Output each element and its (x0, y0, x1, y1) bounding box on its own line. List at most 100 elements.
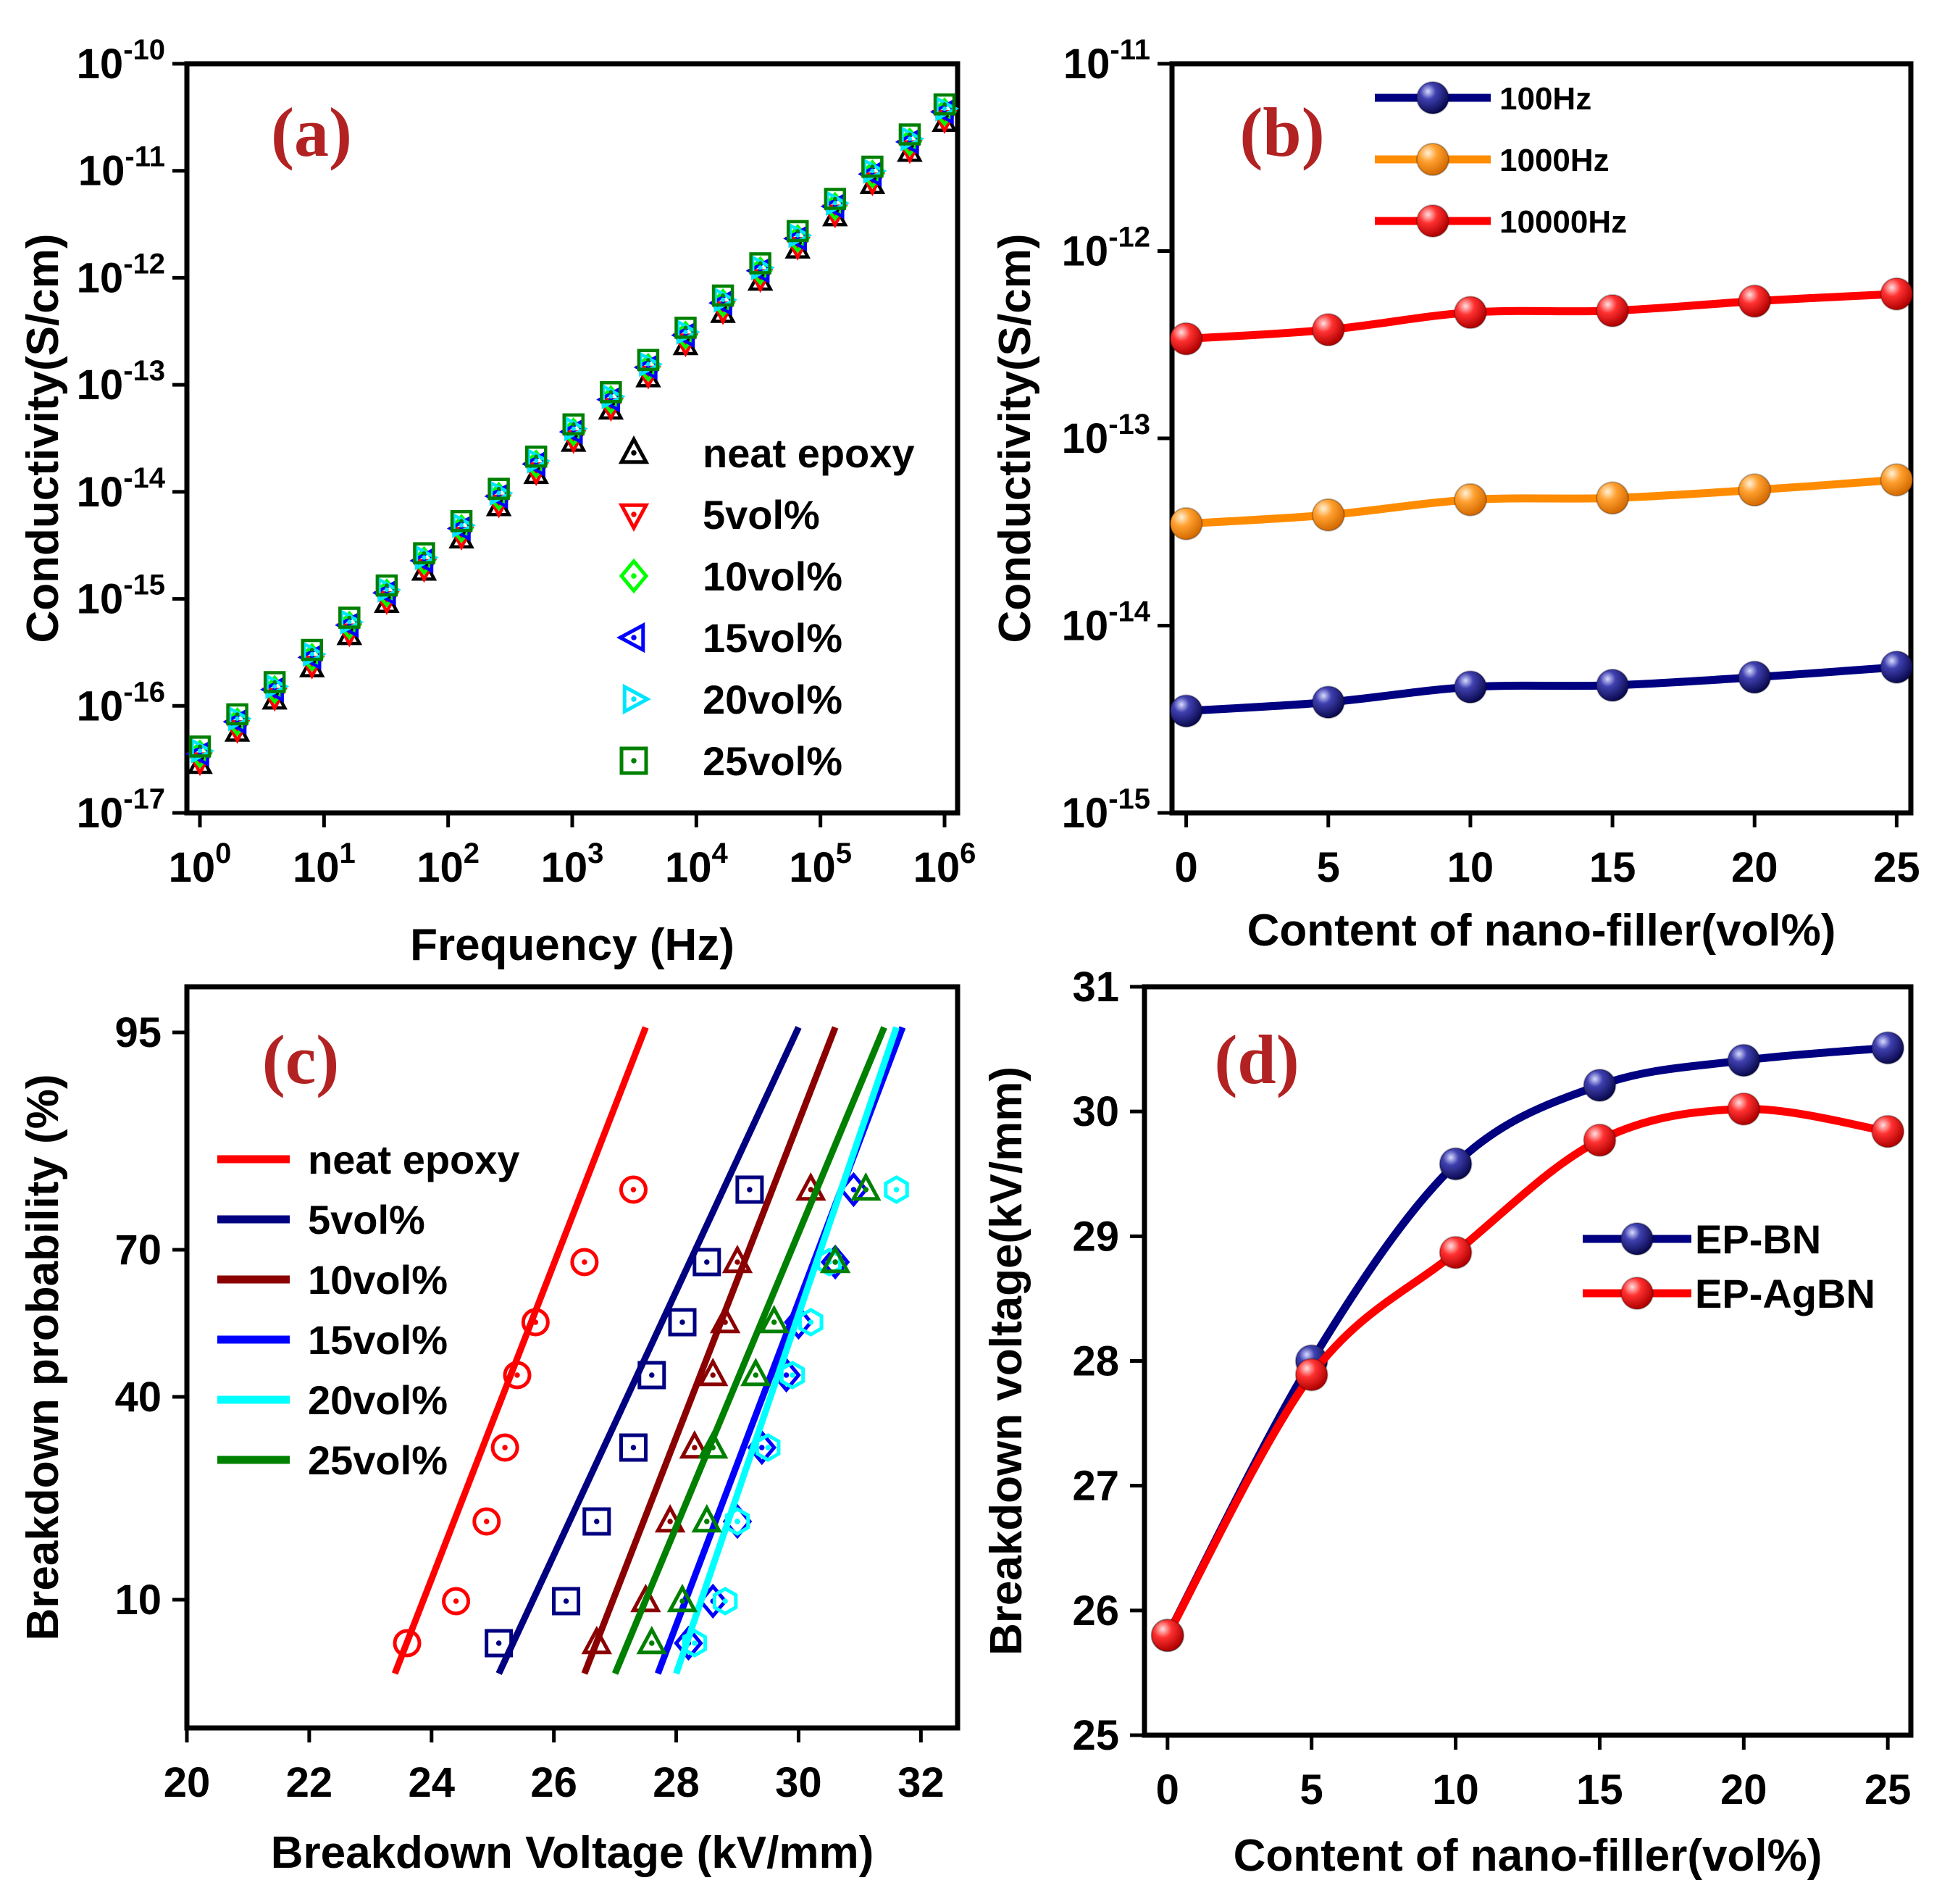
fit-line-c (673, 1026, 900, 1675)
data-point-a-dot (309, 651, 314, 657)
data-point-a-dot (907, 136, 913, 141)
data-point-a-dot (908, 132, 912, 137)
data-point-c (798, 1308, 824, 1337)
y-axis-title-c: Breakdown probability (%) (18, 1074, 68, 1641)
data-point-c (636, 1626, 667, 1655)
x-tick-label-d: 25 (1864, 1766, 1912, 1813)
data-point-c-dot (863, 1187, 869, 1193)
y-tick-label-d: 25 (1072, 1712, 1119, 1759)
series-b-10000Hz (1169, 277, 1914, 356)
data-point-a-dot (608, 394, 614, 399)
data-point-a (786, 220, 809, 243)
y-tick-label-c: 95 (114, 1009, 162, 1056)
data-point-d (1727, 1043, 1761, 1077)
data-point-a (600, 381, 622, 404)
x-tick-label-c: 32 (897, 1759, 945, 1806)
data-point-c (820, 1244, 850, 1280)
x-tick-label-a: 102 (417, 838, 480, 891)
data-point-c-dot (783, 1372, 790, 1378)
plot-frame-c (184, 984, 960, 1731)
legend-marker-a-dot (631, 450, 637, 456)
data-point-b (1169, 694, 1203, 728)
data-point-c-dot (710, 1372, 716, 1378)
data-point-c (637, 1361, 666, 1390)
legend-marker-b (1416, 143, 1449, 176)
y-tick-label-c: 40 (114, 1374, 162, 1421)
data-point-b (1453, 483, 1487, 517)
data-point-c-dot (484, 1519, 490, 1524)
data-point-a (413, 542, 435, 564)
data-point-a (524, 445, 548, 468)
fit-line-c (611, 1026, 887, 1675)
data-point-c-dot (747, 1187, 753, 1193)
data-point-d (1439, 1235, 1473, 1269)
data-point-c-dot (679, 1598, 685, 1604)
y-tick-label-a: 10-14 (77, 462, 166, 516)
fit-line-c (581, 1026, 839, 1675)
x-tick-label-c: 30 (775, 1759, 822, 1806)
data-point-c-dot (679, 1319, 685, 1325)
series-line-b (1186, 290, 1897, 343)
legend-label-a: 10vol% (703, 554, 842, 599)
y-tick-label-b: 10-12 (1062, 222, 1150, 275)
data-point-a-dot (870, 164, 875, 169)
data-point-c-dot (734, 1259, 740, 1265)
data-point-c-dot (704, 1259, 710, 1265)
data-point-b (1311, 313, 1345, 347)
panel-b-conductivity-vs-content: 0 5 10 15 20 25 10-11 10-12 10-13 10-14 10-15 Conte… (990, 34, 1920, 956)
data-point-c (442, 1587, 471, 1616)
data-point-c (784, 1304, 813, 1340)
data-point-d (1871, 1031, 1905, 1065)
data-point-c-dot (893, 1187, 900, 1193)
legend-label-c: 20vol% (308, 1377, 448, 1423)
legend-b: 100Hz 1000Hz 10000Hz (1375, 81, 1627, 240)
data-point-a-dot (459, 519, 464, 524)
legend-marker-a-dot (631, 696, 637, 702)
data-point-c-dot (502, 1445, 508, 1450)
x-tick-label-a: 106 (913, 838, 976, 891)
panel-label-d: (d) (1214, 1021, 1299, 1098)
data-point-c (619, 1433, 648, 1462)
legend-marker-a (619, 746, 648, 775)
x-tick-label-a: 101 (293, 838, 356, 891)
x-axis-title-b: Content of nano-filler(vol%) (1247, 906, 1836, 956)
data-point-b (1453, 296, 1487, 330)
data-point-b (1311, 498, 1345, 532)
series-line-b (1186, 663, 1897, 715)
data-point-c (619, 1175, 648, 1204)
x-tick-label-a: 100 (169, 838, 232, 891)
data-point-a-dot (870, 168, 875, 174)
data-point-a-dot (198, 744, 202, 749)
y-tick-label-b: 10-14 (1062, 596, 1151, 650)
y-tick-label-a: 10-12 (77, 248, 165, 301)
y-tick-label-d: 26 (1072, 1587, 1119, 1634)
legend-label-a: 25vol% (703, 738, 842, 784)
legend-marker-b (1416, 81, 1449, 114)
x-tick-label-c: 24 (409, 1759, 456, 1806)
legend-d: EP-BN EP-AgBN (1583, 1216, 1875, 1316)
data-point-c-dot (710, 1445, 716, 1450)
legend-marker-a (619, 558, 649, 594)
data-point-c-dot (495, 1640, 502, 1646)
data-point-c-dot (704, 1519, 710, 1524)
x-tick-label-b: 15 (1589, 844, 1636, 891)
data-point-a-dot (832, 196, 837, 201)
data-point-a-dot (608, 390, 614, 395)
data-point-a-dot (571, 426, 576, 431)
data-point-c (521, 1308, 550, 1337)
data-point-c-dot (667, 1519, 673, 1524)
data-point-c (581, 1626, 612, 1655)
data-point-a (711, 284, 734, 307)
y-tick-label-b: 10-15 (1062, 783, 1150, 837)
legend-marker-a-dot (631, 758, 637, 764)
data-point-c (709, 1305, 741, 1334)
data-point-a-dot (235, 712, 240, 717)
data-point-a-dot (309, 648, 314, 652)
data-point-a-dot (496, 486, 501, 491)
data-point-a-dot (571, 422, 576, 427)
data-point-c (692, 1248, 721, 1277)
data-point-c (724, 1507, 750, 1536)
legend-label-a: neat epoxy (703, 430, 915, 476)
data-point-a-dot (795, 233, 800, 238)
data-point-c-dot (692, 1640, 698, 1646)
